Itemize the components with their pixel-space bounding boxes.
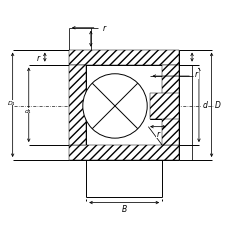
Text: d: d xyxy=(201,101,206,110)
Circle shape xyxy=(82,74,147,139)
Bar xyxy=(69,50,179,65)
Bar xyxy=(69,65,86,145)
Bar xyxy=(86,65,161,145)
Text: B: B xyxy=(121,204,126,213)
Text: r: r xyxy=(194,70,197,79)
Text: d₁: d₁ xyxy=(25,109,31,114)
Text: r: r xyxy=(103,24,106,33)
Bar xyxy=(69,145,179,160)
Text: D: D xyxy=(213,101,219,110)
Bar xyxy=(149,94,179,119)
Text: r: r xyxy=(156,129,159,139)
Bar xyxy=(161,65,179,145)
Text: r: r xyxy=(36,53,39,62)
Text: D₁: D₁ xyxy=(8,101,15,106)
